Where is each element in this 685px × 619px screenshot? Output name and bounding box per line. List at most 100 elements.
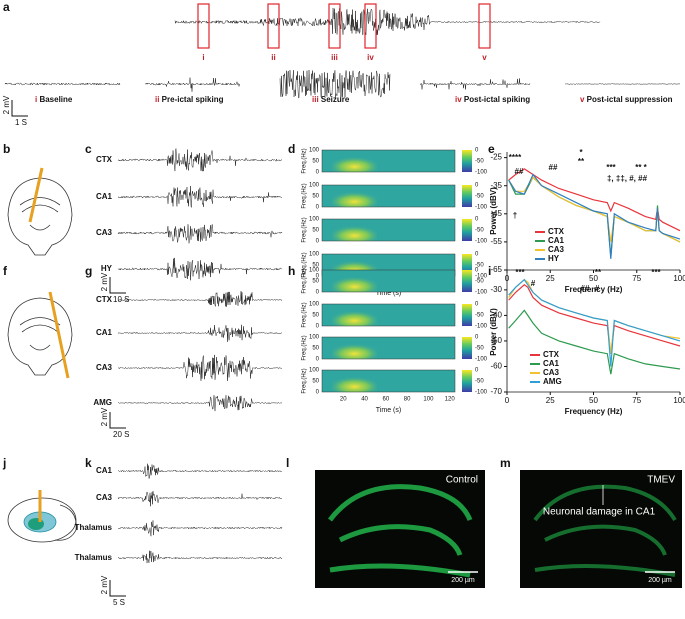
scale-label: 200 µm [648,577,672,584]
window-box [364,3,377,49]
panel-label: b [3,142,10,156]
window-label: ii [271,53,275,62]
colorbar [462,150,472,172]
colorbar-tick-label: 0 [475,183,479,189]
eeg-trace [117,354,283,381]
y-tick-label: 50 [312,159,319,165]
y-tick-label: 100 [309,368,320,374]
spectrogram-burst [332,341,377,359]
y-tick-label: -40 [490,311,502,320]
colorbar-tick-label: -100 [475,170,488,176]
y-tick-label: -60 [490,362,502,371]
y-tick-label: 50 [312,194,319,200]
annotation: ## [515,167,524,176]
y-tick-label: 50 [312,263,319,269]
y-tick-label: 100 [309,183,320,189]
panel-label: m [500,456,511,470]
x-tick-label: 50 [589,274,598,283]
y-axis-label: Freq.(Hz) [302,335,308,360]
window-label: v [482,53,487,62]
series-line [508,284,681,354]
y-tick-label: 0 [316,170,320,176]
annotation: # [595,284,600,293]
y-tick-label: 100 [309,268,320,274]
x-tick-label: 120 [445,397,456,403]
eeg-trace [117,185,283,208]
series-line [508,173,681,259]
colorbar-tick-label: -50 [475,346,484,352]
legend-label: CA3 [548,245,565,254]
annotation: *** [651,268,661,277]
legend-label: HY [548,254,560,263]
x-tick-label: 80 [404,397,411,403]
y-tick-label: 100 [309,148,320,154]
channel-label: Thalamus [75,553,113,562]
caption-text: Post-ictal spiking [464,95,530,104]
eeg-trace [117,491,282,507]
y-tick-label: 50 [312,313,319,319]
channel-label: CA1 [96,192,113,201]
frame [321,336,456,360]
panel-label: l [286,456,289,470]
scale-label: 20 S [113,430,129,439]
numeral: iv [455,95,464,104]
y-tick-label: -30 [490,285,502,294]
scale-label: 5 S [113,598,125,607]
y-tick-label: 100 [309,217,320,223]
annotation: *** [606,163,616,172]
colorbar-tick-label: -50 [475,159,484,165]
channel-label: Thalamus [75,523,113,532]
annotation: ## [549,163,558,172]
x-tick-label: 50 [589,396,598,405]
panel-label: c [85,142,92,156]
colorbar-tick-label: -100 [475,239,488,245]
panel-label: i [488,264,491,278]
x-axis-label: Frequency (Hz) [565,407,623,416]
eeg-trace [117,291,283,307]
scale-label: 1 S [15,118,27,127]
series-line [508,176,681,257]
frame [321,369,456,393]
numeral: iii [312,95,321,104]
legend-label: AMG [543,377,562,386]
panel-label: f [3,264,8,278]
panel-label: k [85,456,92,470]
caption: v Post-ictal suppression [580,95,673,104]
colorbar-tick-label: -50 [475,194,484,200]
eeg-trace [564,83,680,85]
y-tick-label: 0 [316,239,320,245]
caption-text: Seizure [321,95,350,104]
y-tick-label: 0 [316,274,320,280]
panel-label: h [288,264,295,278]
x-tick-label: 100 [673,396,685,405]
y-tick-label: 50 [312,228,319,234]
colorbar [462,254,472,276]
y-tick-label: -35 [490,181,502,190]
colorbar-tick-label: -100 [475,274,488,280]
eeg-trace [419,78,531,90]
y-axis-label: Freq.(Hz) [302,148,308,173]
scale-label: 2 mV [100,272,109,291]
colorbar-tick-label: -100 [475,390,488,396]
x-tick-label: 60 [382,397,389,403]
channel-label: CTX [96,295,113,304]
eeg-trace [117,463,283,480]
frame [321,184,456,208]
annotation: # [531,279,536,288]
caption-text: Pre-ictal spiking [162,95,224,104]
spectrogram-burst [332,189,377,207]
colorbar-tick-label: -50 [475,279,484,285]
colorbar [462,185,472,207]
eeg-trace [174,7,601,36]
window-box [328,3,341,49]
y-tick-label: 100 [309,252,320,258]
caption: TMEV [647,475,675,486]
spectrogram-burst [332,223,377,241]
caption: i Baseline [35,95,73,104]
channel-label: CA1 [96,328,113,337]
colorbar [462,337,472,359]
y-tick-label: 0 [316,357,320,363]
x-axis-label: Time (s) [376,290,401,297]
annotation: ** [578,157,585,166]
eeg-trace [117,324,282,342]
